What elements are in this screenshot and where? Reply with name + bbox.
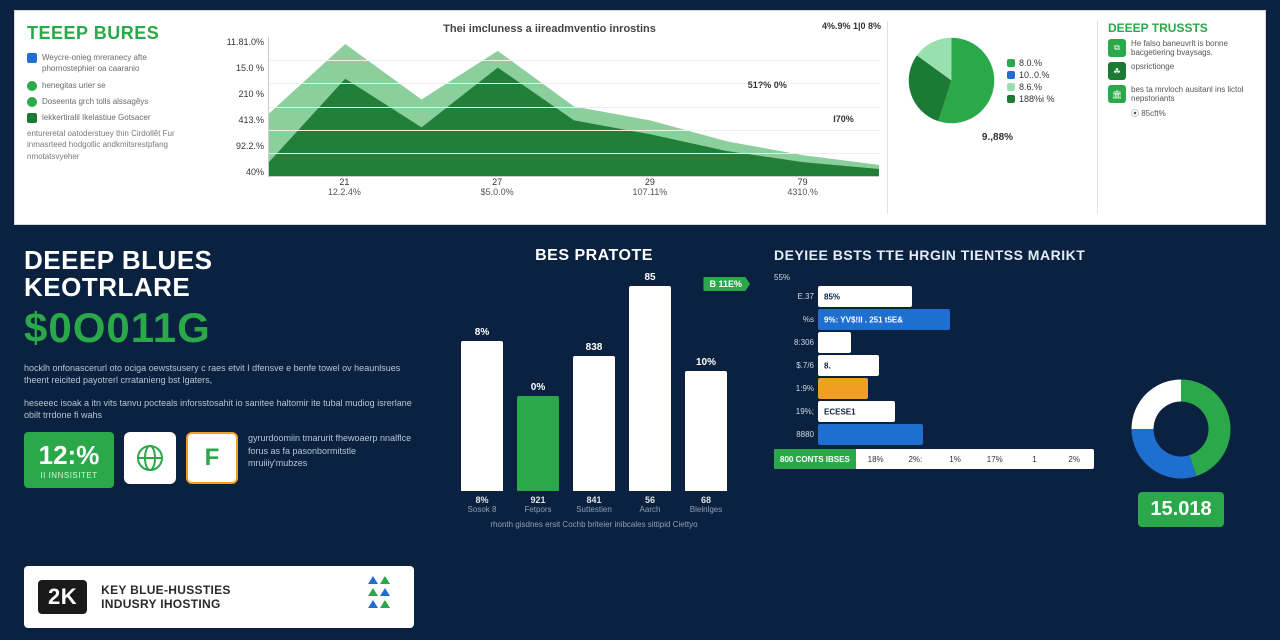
desc-top-1: hocklh onfonascerurl oto ociga oewstsuse…	[24, 362, 414, 387]
area-chart-title: Thei imcluness a iireadmventio inrostins	[220, 23, 879, 35]
bar-chart: B 11E% 8%0% 838 85 10%	[434, 271, 754, 491]
f-icon: F	[186, 432, 238, 484]
pie-section: 4%.9% 1|0 8% 8.0.%10..0.%8.6.%188%i % 9.…	[898, 21, 1098, 214]
bar: 838	[573, 342, 615, 491]
hbar-chart: 55% E.3785%%s9%: YV$!II . 251 t5E&8:306$…	[774, 273, 1094, 628]
hbar-section: DEYIEE BSTS TTE HRGIN TIENTSS MARIKT 55%…	[774, 247, 1256, 628]
pct-caption: II INNSISITET	[40, 471, 97, 480]
legend-row: henegitas urier se	[27, 80, 202, 91]
info-row: 🏛bes ta mrvloch ausitanl ins lictol neps…	[1108, 85, 1253, 103]
pie-center-label: 9.,88%	[982, 132, 1013, 143]
legend-row: Weycre-onieg mreranecy afte phornostephi…	[27, 52, 202, 74]
info-icon: ⧉	[1108, 39, 1126, 57]
hbar-row: 19%;ECESE1	[774, 401, 1094, 422]
dashboard: TEEEP BURES Weycre-onieg mreranecy afte …	[0, 0, 1280, 640]
info-icon: 🏛	[1108, 85, 1126, 103]
pie-legend: 8.0.%10..0.%8.6.%188%i %	[1007, 56, 1055, 106]
headline-2: KEOTRLARE	[24, 274, 414, 301]
info-icon: ☘	[1108, 62, 1126, 80]
bar-x-axis: 8%Sosok 8921Fetpors841Suttestien56Aarch6…	[434, 495, 754, 514]
legend-row: lekkertiralil Ikelastiue Gotsacer	[27, 112, 202, 123]
area-x-sub: 12.2.4%$5.0.0%107.11%4310.%	[268, 187, 879, 197]
hbar-row: %s9%: YV$!II . 251 t5E&	[774, 309, 1094, 330]
bottom-left: DEEEP BLUES KEOTRLARE $0O011G hocklh onf…	[24, 247, 414, 628]
hbar-row: 8880	[774, 424, 1094, 445]
pct-value: 12:%	[39, 440, 100, 471]
legend-note: entureretal oatoderstuey thin Cirdollêt …	[27, 128, 202, 162]
hbar-row: 1:9%	[774, 378, 1094, 399]
hbar-row: $.7/68.	[774, 355, 1094, 376]
bar: 8%	[461, 327, 503, 491]
pie-chart	[904, 33, 999, 128]
area-top-note: 4%.9% 1|0 8%	[822, 21, 881, 31]
area-chart: 4%.9% 1|0 8% Thei imcluness a iireadmven…	[212, 21, 888, 214]
area-y-axis: 11.81.0%15.0 %210 %413.%92.2.%40%	[220, 37, 268, 177]
bar-chart-section: BES PRATOTE B 11E% 8%0% 838 85 10% 8%Sosok …	[434, 247, 754, 628]
info-icon	[1108, 108, 1126, 126]
donut-chart	[1126, 374, 1236, 484]
logo-card: 2K KEY BLUE-HUSSTIES INDUSRY IHOSTING	[24, 566, 414, 628]
bar-flag: B 11E%	[703, 277, 750, 291]
top-title: TEEEP BURES	[27, 21, 202, 46]
bar: 0%	[517, 382, 559, 491]
info-row: ☘opsrictionge	[1108, 62, 1253, 80]
hbar-x-axis: 800 CONTS IBSES18%2%:1%17%12%	[774, 449, 1094, 469]
legend-row: Doseenta grch tolls alssagêys	[27, 96, 202, 107]
top-left-legend: TEEEP BURES Weycre-onieg mreranecy afte …	[27, 21, 202, 214]
hbar-row: 8:306	[774, 332, 1094, 353]
area-plot: 51?% 0% I70%	[268, 37, 879, 177]
logo-text-2: INDUSRY IHOSTING	[101, 597, 231, 611]
area-callout: I70%	[830, 113, 857, 125]
globe-icon	[124, 432, 176, 484]
bottom-section: DEEEP BLUES KEOTRLARE $0O011G hocklh onf…	[0, 225, 1280, 640]
top-right-list: DEEEP TRUSSTS ⧉He falso baneuvrlt is bon…	[1108, 21, 1253, 214]
desc-top-2: heseeec isoak a itn vits tanvu pocteals …	[24, 397, 414, 422]
hbar-title: DEYIEE BSTS TTE HRGIN TIENTSS MARIKT	[774, 247, 1256, 263]
area-callout: 51?% 0%	[745, 79, 790, 91]
headline-1: DEEEP BLUES	[24, 247, 414, 274]
hbar-ylabel: 55%	[774, 273, 1094, 282]
top-panel: TEEEP BURES Weycre-onieg mreranecy afte …	[14, 10, 1266, 225]
info-row: ⦿ 85cft%	[1108, 108, 1253, 126]
arrows-icon	[358, 576, 400, 618]
logo-mark: 2K	[38, 580, 87, 614]
bar-title: BES PRATOTE	[434, 247, 754, 265]
logo-text-1: KEY BLUE-HUSSTIES	[101, 583, 231, 597]
bar-caption: rhonth gisdnes ersit Cochb briteier inib…	[434, 520, 754, 529]
area-x-axis: 21272979	[268, 177, 879, 187]
big-value: $0O011G	[24, 304, 414, 352]
info-row: ⧉He falso baneuvrlt is bonne bacgetierin…	[1108, 39, 1253, 57]
hbar-row: E.3785%	[774, 286, 1094, 307]
bar: 10%	[685, 357, 727, 491]
pct-badge: 12:% II INNSISITET	[24, 432, 114, 488]
desc-side: gyrurdoomiin tmarurit fhewoaerp nnalflce…	[248, 432, 414, 470]
bar: 85	[629, 272, 671, 491]
top-right-title: DEEEP TRUSSTS	[1108, 21, 1253, 35]
value-badge: 15.018	[1138, 492, 1223, 527]
